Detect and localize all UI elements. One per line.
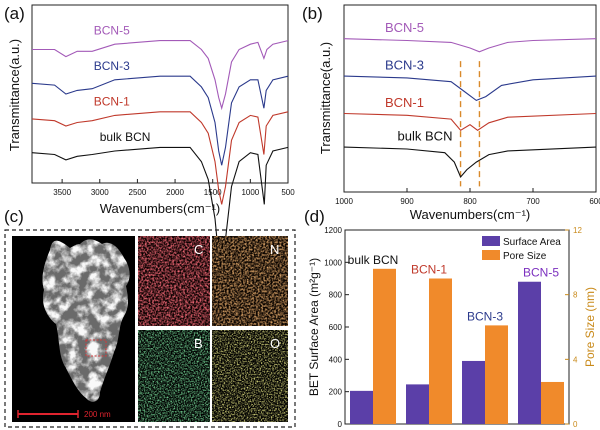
panel-b-series-line-0	[343, 38, 597, 53]
map-c-signal	[138, 236, 210, 326]
panel-d-bar-surface-area-1	[406, 384, 429, 424]
panel-b-series-label-0: BCN-5	[385, 20, 424, 35]
panel-d-legend: Surface Area Pore Size	[482, 236, 561, 262]
panel-a-ftir-chart: 3500 3000 2500 2000 1500 1000 500 BCN-5BCN-3BC…	[7, 4, 295, 276]
panel-letter-c: (c)	[4, 207, 24, 226]
panel-b-y-axis-label: Transmittance(a.u.)	[318, 42, 333, 154]
panel-d-left-tick-label-5: 1000	[324, 258, 342, 267]
panel-d-bars	[350, 268, 564, 424]
panel-d-bar-pore-size-1	[429, 278, 452, 424]
panel-b-x-tick-label-1: 900	[400, 197, 414, 206]
panel-d-y-axis-label: BET Surface Area (m²g⁻¹)	[307, 258, 321, 396]
panel-a-x-tick-label-2: 2500	[129, 188, 147, 197]
panel-a-series-label-2: BCN-1	[94, 95, 130, 109]
panel-d-bar-pore-size-2	[485, 325, 508, 424]
panel-b-x-tick-label-4: 600	[589, 197, 600, 206]
panel-d-legend-label-1: Pore Size	[503, 251, 547, 262]
panel-d-bar-pore-size-0	[373, 268, 396, 424]
panel-d-bar-surface-area-0	[350, 390, 373, 424]
panel-a-x-tick-label-3: 2000	[166, 188, 184, 197]
panel-d-category-label-1: BCN-1	[411, 263, 447, 277]
panel-letter-a: (a)	[4, 4, 25, 23]
panel-d-left-tick-label-2: 400	[329, 355, 343, 364]
panel-d-right-tick-label-2: 8	[573, 291, 578, 300]
panel-a-x-tick-label-1: 3000	[91, 188, 109, 197]
panel-c-eds-mapping: 200 nm C N B O	[4, 229, 296, 428]
panel-b-x-tick-label-2: 800	[463, 197, 477, 206]
panel-d-right-tick-label-3: 12	[573, 226, 582, 235]
tem-selection-box	[85, 339, 107, 357]
panel-a-series-label-1: BCN-3	[94, 59, 130, 73]
panel-d-category-labels: bulk BCN BCN-1 BCN-3 BCN-5	[348, 253, 560, 324]
panel-b-series-label-2: BCN-1	[385, 95, 424, 110]
panel-letter-b: (b)	[302, 4, 323, 23]
panel-d-left-tick-label-6: 1200	[324, 226, 342, 235]
map-n-label: N	[270, 242, 279, 257]
map-o-label: O	[270, 336, 280, 351]
panel-d-right-tick-label-0: 0	[573, 420, 578, 429]
panel-b-series-line-3	[343, 146, 597, 179]
map-n-signal	[212, 236, 288, 326]
panel-a-x-axis-label: Wavenumbers(cm⁻¹)	[100, 201, 221, 216]
map-b-signal	[138, 330, 210, 422]
panel-b-ftir-chart: 1000 900 800 700 600 BCN-5 BCN-3 BCN-1 bulk BCN…	[318, 4, 600, 222]
scale-bar-label: 200 nm	[84, 410, 111, 419]
panel-d-bar-surface-area-3	[518, 281, 541, 424]
panel-a-x-tick-label-5: 1000	[241, 188, 259, 197]
panel-a-series-labels: BCN-5 BCN-3 BCN-1 bulk BCN	[94, 23, 151, 144]
map-c-label: C	[194, 242, 203, 257]
panel-b-series-line-1	[343, 75, 597, 102]
panel-a-x-tick-label-0: 3500	[53, 188, 71, 197]
panel-d-legend-label-0: Surface Area	[503, 237, 561, 248]
panel-a-series-line-2	[31, 111, 289, 205]
panel-d-right-tick-label-1: 4	[573, 355, 578, 364]
panel-d-left-tick-label-0: 0	[338, 420, 343, 429]
panel-d-left-tick-label-3: 600	[329, 323, 343, 332]
panel-d-y2-axis-label: Pore Size (nm)	[583, 287, 597, 367]
panel-b-series-label-1: BCN-3	[385, 58, 424, 73]
panel-d-bar-surface-area-2	[462, 360, 485, 424]
panel-b-plot-frame	[343, 4, 597, 193]
panel-c-dashed-frame	[4, 229, 296, 428]
panel-d-right-ticks: 0 4 8 12	[565, 226, 582, 429]
map-b-label: B	[194, 336, 203, 351]
panel-a-series-line-1	[31, 75, 289, 166]
panel-letter-d: (d)	[304, 207, 325, 226]
panel-d-category-label-3: BCN-5	[523, 266, 559, 280]
panel-a-series-label-3: bulk BCN	[100, 130, 151, 144]
map-o-signal	[212, 330, 288, 422]
panel-d-legend-swatch-1	[482, 250, 500, 260]
panel-b-spectra	[343, 38, 597, 179]
panel-b-reference-lines	[459, 61, 481, 187]
panel-b-x-axis-label: Wavenumbers(cm⁻¹)	[410, 207, 531, 222]
panel-a-plot-frame	[31, 4, 289, 184]
panel-d-category-label-0: bulk BCN	[348, 253, 399, 267]
panel-d-left-ticks: 0 200 400 600 800 1000 1200	[324, 226, 349, 429]
panel-a-series-label-0: BCN-5	[94, 23, 130, 37]
panel-b-series-label-3: bulk BCN	[398, 129, 453, 144]
panel-d-legend-swatch-0	[482, 236, 500, 246]
panel-b-series-line-2	[343, 112, 597, 132]
panel-a-x-ticks: 3500 3000 2500 2000 1500 1000 500	[53, 179, 295, 197]
panel-a-x-tick-label-4: 1500	[204, 188, 222, 197]
panel-b-x-tick-label-0: 1000	[335, 197, 353, 206]
panel-b-x-ticks: 1000 900 800 700 600	[335, 188, 600, 206]
panel-a-y-axis-label: Transmittance(a.u.)	[7, 39, 22, 151]
panel-d-left-tick-label-4: 800	[329, 291, 343, 300]
panel-d-category-label-2: BCN-3	[467, 309, 503, 323]
panel-a-x-tick-label-6: 500	[281, 188, 295, 197]
panel-d-bar-pore-size-3	[541, 381, 564, 424]
panel-a-series-line-0	[32, 40, 289, 111]
panel-d-bet-chart: 0 200 400 600 800 1000 1200 0 4 8 12 bulk BCN BCN-…	[307, 226, 597, 429]
panel-d-left-tick-label-1: 200	[329, 388, 343, 397]
panel-b-series-labels: BCN-5 BCN-3 BCN-1 bulk BCN	[385, 20, 453, 143]
panel-b-x-tick-label-3: 700	[526, 197, 540, 206]
